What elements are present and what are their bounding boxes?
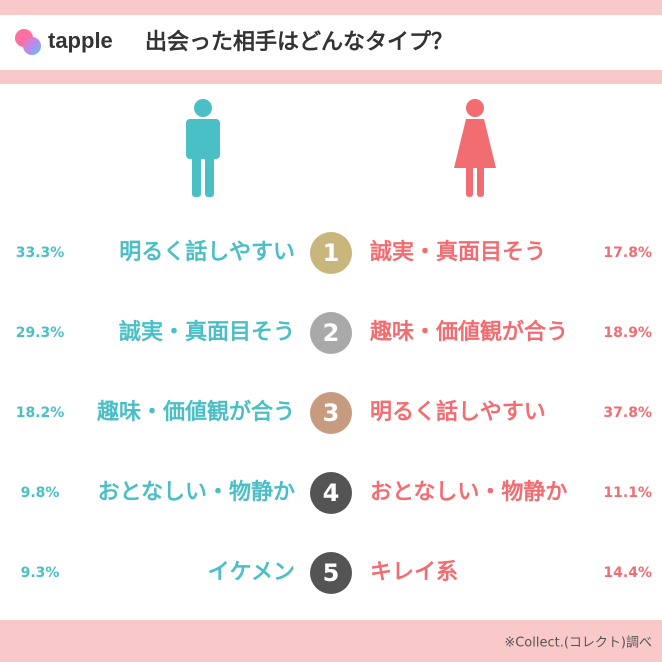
ranking-rows: 33.3% 明るく話しやすい 1 誠実・真面目そう 17.8%29.3% 誠実・真面目そう… (16, 232, 652, 594)
male-label: 趣味・価値観が合う (96, 399, 295, 425)
female-percent: 37.8% (603, 405, 652, 421)
rank-number: 2 (323, 319, 340, 347)
rank-number: 3 (323, 399, 340, 427)
rank-number: 1 (323, 239, 340, 267)
female-label: 明るく話しやすい (370, 399, 546, 425)
male-label: 明るく話しやすい (119, 239, 295, 265)
rank-badge (310, 472, 352, 514)
top-band (0, 0, 662, 15)
header-band (0, 70, 662, 84)
female-label: キレイ系 (370, 560, 458, 585)
male-label: おとなしい・物静か (98, 479, 295, 505)
male-percent: 9.3% (21, 565, 60, 581)
female-percent: 17.8% (603, 245, 652, 261)
footer-band (0, 620, 662, 662)
rank-badge (310, 392, 352, 434)
female-percent: 18.9% (603, 325, 652, 341)
male-percent: 18.2% (16, 405, 65, 421)
male-percent: 29.3% (16, 325, 65, 341)
male-label: イケメン (208, 560, 295, 585)
footer-note: ※Collect.(コレクト)調べ (504, 636, 652, 651)
logo-mark (15, 29, 41, 55)
rank-badge (310, 312, 352, 354)
rank-badge (310, 552, 352, 594)
female-icon (454, 99, 496, 197)
title: 出会った相手はどんなタイプ？ (145, 29, 453, 55)
female-label: 趣味・価値観が合う (369, 319, 568, 345)
female-label: 誠実・真面目そう (370, 239, 546, 265)
male-label: 誠実・真面目そう (119, 319, 295, 345)
rank-number: 4 (323, 479, 340, 507)
male-icon (186, 99, 220, 197)
brand: tapple (48, 28, 113, 53)
female-percent: 14.4% (603, 565, 652, 581)
male-percent: 33.3% (16, 245, 65, 261)
male-percent: 9.8% (21, 485, 60, 501)
female-percent: 11.1% (603, 485, 652, 501)
female-label: おとなしい・物静か (370, 479, 567, 505)
rank-badge (310, 232, 352, 274)
rank-number: 5 (323, 559, 340, 587)
